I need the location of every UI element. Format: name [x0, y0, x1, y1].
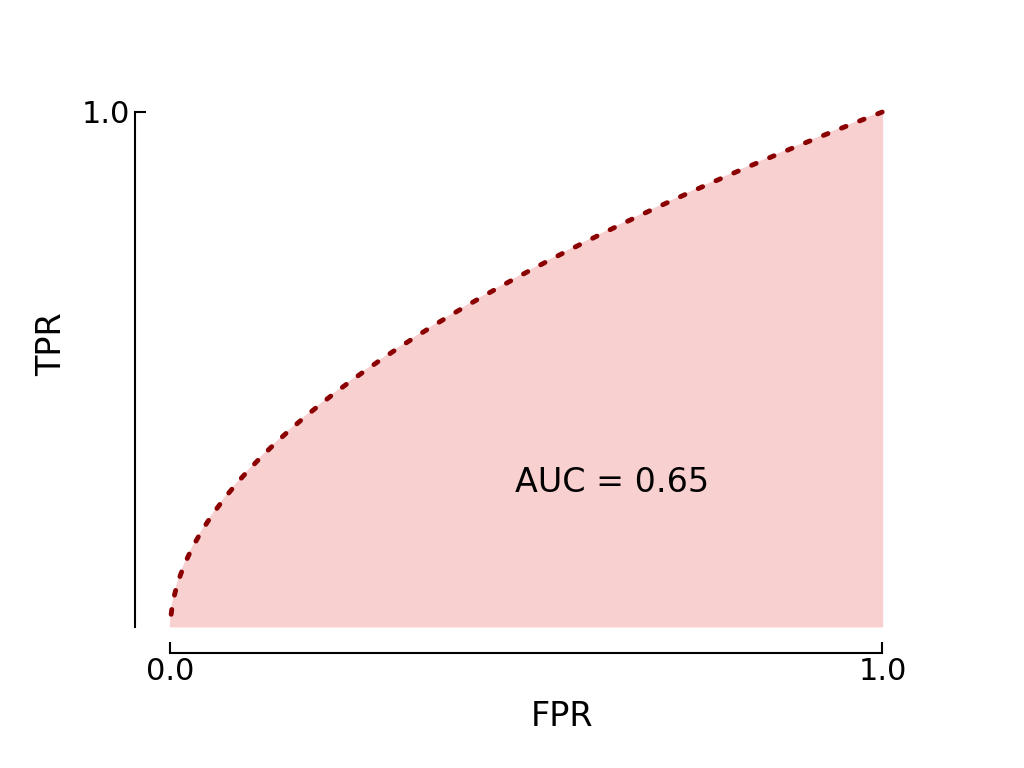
X-axis label: FPR: FPR	[530, 700, 593, 733]
Text: AUC = 0.65: AUC = 0.65	[515, 466, 709, 499]
Polygon shape	[170, 112, 883, 627]
Y-axis label: TPR: TPR	[35, 312, 68, 376]
